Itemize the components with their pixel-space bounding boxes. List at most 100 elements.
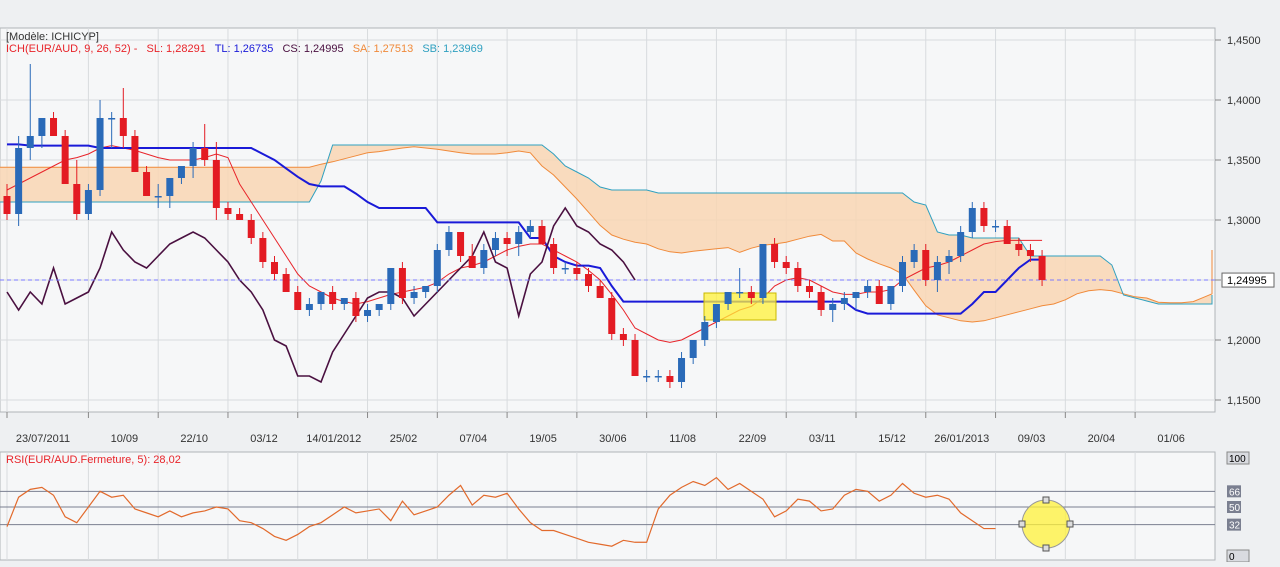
candle-up [654,376,662,378]
candle-down [805,286,813,292]
candle-up [724,292,732,304]
legend-sa: SA: 1,27513 [353,43,414,55]
x-tick-label: 30/06 [599,433,627,445]
candle-up [154,196,162,198]
candle-down [236,214,244,220]
candle-down [503,238,511,244]
annotation-handle-left[interactable] [1018,520,1026,528]
candle-down [573,268,581,274]
candle-down [771,244,779,262]
candle-up [910,250,918,262]
rsi-level-label: 32 [1229,521,1241,532]
x-tick-label: 07/04 [460,433,488,445]
rsi-title: RSI(EUR/AUD.Fermeture, 5): 28,02 [6,454,181,466]
candle-up [840,298,848,304]
candle-down [73,184,81,214]
legend-cs: CS: 1,24995 [282,43,343,55]
last-price-tag [1221,272,1275,288]
x-tick-label: 20/04 [1088,433,1116,445]
candle-down [666,376,674,382]
rsi-levels [0,490,1215,526]
x-tick-label: 26/01/2013 [934,433,989,445]
candle-up [759,244,767,298]
candle-down [143,172,151,196]
rsi-scale-label: 0 [1229,552,1235,562]
candle-down [212,160,220,208]
rsi-x-gridlines [6,452,1136,560]
candle-up [15,148,23,214]
candle-up [957,232,965,256]
x-tick-label: 19/05 [529,433,557,445]
rsi-level-label: 66 [1229,487,1241,498]
candle-down [608,298,616,334]
candle-down [596,286,604,298]
candle-up [933,262,941,280]
x-tick-label: 15/12 [878,433,906,445]
y-tick-label: 1,1500 [1227,395,1261,407]
candle-up [305,304,313,310]
candle-up [491,238,499,250]
y-tick-label: 1,4000 [1227,95,1261,107]
legend-sl: SL: 1,28291 [146,43,205,55]
x-tick-label: 03/12 [250,433,278,445]
circle-annotation[interactable] [1018,496,1074,552]
candle-up [643,376,651,378]
legend-sb: SB: 1,23969 [422,43,483,55]
candle-down [782,262,790,268]
candle-down [550,244,558,268]
candle-up [26,136,34,148]
candle-up [561,268,569,270]
annotation-handle-right[interactable] [1066,520,1074,528]
rsi-level-tag [1227,501,1241,513]
candle-up [515,232,523,244]
candle-down [457,232,465,256]
candle-up [887,286,895,304]
rsi-line [6,476,996,547]
candle-up [712,304,720,322]
indicator-prefix: ICH(EUR/AUD, 9, 26, 52) - [6,43,138,55]
candle-down [270,262,278,274]
candle-down [131,136,139,172]
candle-up [375,304,383,310]
date-x-axis: 23/07/2011 10/09 22/10 03/12 14/01/2012 25/02… [6,412,1185,445]
kijun-line [7,143,1043,315]
rsi-level-tag [1227,518,1241,531]
annotation-handle-bottom[interactable] [1042,544,1050,552]
candle-up [387,268,395,304]
candle-up [340,298,348,304]
candle-down [1003,226,1011,244]
candle-down [398,268,406,298]
candle-up [445,232,453,250]
cloud-fill [0,145,1212,322]
x-tick-label: 01/06 [1157,433,1185,445]
x-tick-label: 03/11 [809,433,836,445]
candle-up [177,166,185,178]
rsi-scale-label: 100 [1229,454,1246,465]
candle-down [3,196,11,214]
candle-up [945,256,953,262]
candle-up [38,118,46,136]
candle-down [329,292,337,304]
candle-up [689,340,697,358]
y-tick-label: 1,3000 [1227,215,1261,227]
candle-down [538,226,546,244]
candle-down [1026,250,1034,256]
candle-up [84,190,92,214]
candle-down [468,256,476,268]
annotation-handle-top[interactable] [1042,496,1050,504]
candle-down [247,220,255,238]
x-tick-label: 25/02 [390,433,418,445]
candle-down [61,136,69,184]
annotation-circle [1021,499,1071,549]
candle-up [166,178,174,196]
rsi-level-tag [1227,485,1241,498]
candle-up [480,250,488,268]
candle-up [678,358,686,382]
candle-down [259,238,267,262]
candle-up [422,286,430,292]
x-tick-label: 09/03 [1018,433,1046,445]
chart-title: [Modèle: ICHICYP] [6,31,99,43]
candle-down [747,292,755,298]
candle-up [701,322,709,340]
